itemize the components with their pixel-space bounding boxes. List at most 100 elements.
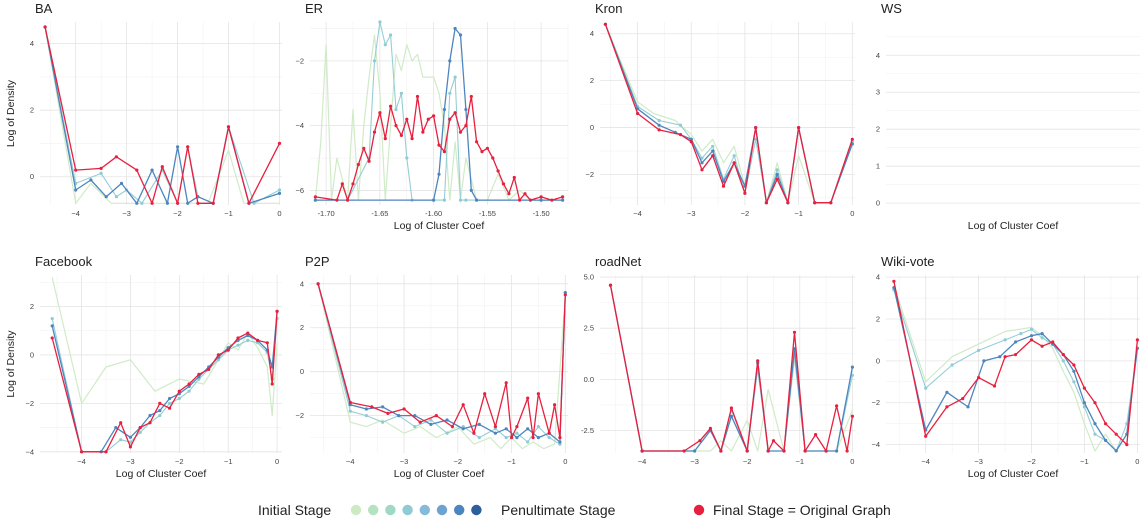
- data-point: [168, 401, 172, 405]
- data-point: [689, 140, 693, 144]
- data-point: [211, 201, 215, 205]
- data-point: [708, 426, 713, 430]
- data-point: [316, 282, 320, 286]
- data-point: [362, 146, 366, 150]
- data-point: [270, 382, 274, 386]
- data-point: [402, 407, 406, 411]
- data-point: [434, 414, 438, 418]
- data-point: [399, 91, 403, 95]
- y-tick-label: −2: [585, 170, 594, 179]
- x-tick-label: −2: [741, 209, 750, 218]
- data-point: [158, 409, 162, 413]
- data-point: [1014, 340, 1018, 344]
- y-tick-label: 0: [876, 199, 880, 208]
- data-point: [850, 137, 854, 141]
- y-tick-label: 2.5: [584, 324, 594, 333]
- y-tick-label: 2: [876, 125, 880, 134]
- data-point: [1082, 401, 1086, 405]
- series-middle: [608, 283, 855, 453]
- series-line: [604, 24, 853, 204]
- x-axis-label: Log of Cluster Coef: [968, 220, 1059, 232]
- y-tick-label: 2: [876, 314, 880, 323]
- data-point: [1003, 338, 1007, 342]
- legend-stage-swatch: [368, 504, 379, 516]
- data-point: [148, 421, 152, 425]
- data-point: [378, 111, 382, 115]
- data-point: [775, 177, 779, 181]
- data-point: [803, 449, 807, 453]
- y-tick-label: −2: [25, 399, 34, 408]
- data-point: [445, 418, 449, 422]
- data-point: [561, 198, 565, 202]
- series-initial: [44, 26, 280, 204]
- data-point: [640, 449, 644, 453]
- data-point: [496, 169, 500, 173]
- data-point: [700, 161, 704, 165]
- x-tick-label: −3: [400, 457, 409, 466]
- data-point: [176, 145, 180, 149]
- data-point: [945, 390, 949, 394]
- data-point: [950, 363, 954, 367]
- data-point: [397, 414, 401, 418]
- series-penultimate: [50, 309, 279, 454]
- series-line: [893, 289, 1138, 452]
- legend: Initial Stage Penultimate Stage Final Stag…: [258, 502, 891, 518]
- data-point: [150, 201, 154, 205]
- y-tick-label: 4: [30, 39, 34, 48]
- legend-stage-swatch: [419, 504, 430, 516]
- data-point: [216, 353, 220, 357]
- data-point: [168, 396, 172, 401]
- data-point: [372, 59, 377, 63]
- y-tick-label: 2: [30, 106, 34, 115]
- data-point: [678, 123, 683, 127]
- y-tick-label: 0: [590, 123, 594, 132]
- data-point: [721, 184, 726, 188]
- data-point: [892, 279, 896, 283]
- data-point: [114, 195, 118, 199]
- x-tick-label: 0: [275, 457, 279, 466]
- data-point: [1003, 355, 1007, 359]
- y-tick-label: −2: [295, 411, 304, 420]
- data-point: [553, 403, 557, 407]
- data-point: [961, 397, 965, 401]
- legend-stage-swatch: [385, 504, 396, 516]
- data-point: [453, 26, 457, 31]
- data-point: [924, 386, 928, 390]
- series-line: [604, 24, 853, 204]
- x-tick-label: −3: [690, 457, 699, 466]
- series-final: [608, 283, 855, 453]
- data-point: [432, 114, 436, 118]
- x-tick-label: −2: [454, 457, 463, 466]
- series-penultimate: [603, 22, 854, 205]
- data-point: [477, 422, 481, 426]
- data-point: [236, 343, 240, 347]
- data-point: [1072, 380, 1076, 384]
- data-point: [475, 140, 479, 144]
- y-tick-label: 2: [590, 76, 594, 85]
- data-point: [711, 144, 715, 148]
- data-point: [992, 384, 997, 388]
- panel-title: ER: [305, 1, 323, 16]
- data-point: [246, 333, 250, 338]
- data-point: [50, 336, 54, 340]
- data-point: [140, 201, 144, 205]
- data-point: [829, 201, 833, 205]
- data-point: [480, 150, 484, 154]
- series-final: [50, 309, 279, 454]
- data-point: [458, 33, 463, 37]
- data-point: [563, 293, 567, 297]
- series-line: [609, 285, 854, 452]
- data-point: [187, 389, 191, 393]
- data-point: [1040, 336, 1044, 340]
- y-tick-label: -2.5: [581, 426, 594, 435]
- y-tick-label: 2: [300, 323, 304, 332]
- series-final: [43, 25, 282, 205]
- data-point: [1040, 344, 1044, 348]
- data-point: [104, 450, 108, 454]
- data-point: [526, 440, 530, 444]
- data-point: [177, 396, 181, 401]
- x-tick-label: 0: [277, 209, 281, 218]
- data-point: [372, 130, 377, 134]
- series-initial: [604, 24, 853, 204]
- y-axis-label: Log of Density: [5, 330, 17, 398]
